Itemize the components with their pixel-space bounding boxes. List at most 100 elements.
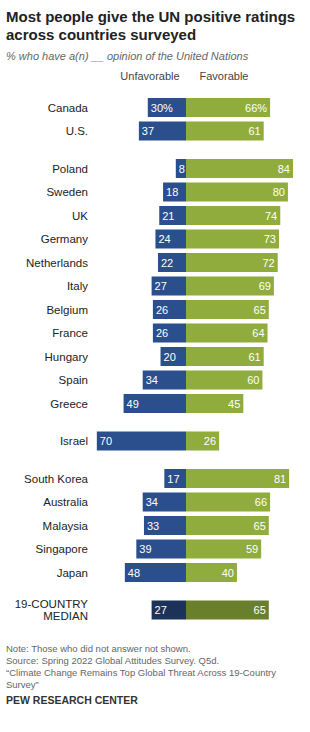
bar	[186, 432, 219, 451]
bar	[186, 122, 264, 141]
bar	[186, 601, 269, 620]
data-label: 40	[222, 567, 234, 579]
bar	[186, 159, 293, 178]
note: Note: Those who did not answer not shown…	[6, 643, 191, 654]
bar	[186, 230, 279, 249]
category-label: Hungary	[45, 351, 89, 363]
category-label: Australia	[43, 496, 88, 508]
note: “Climate Change Remains Top Global Threa…	[6, 667, 276, 690]
bar	[186, 253, 278, 272]
bar	[186, 516, 269, 535]
data-label: 61	[248, 125, 260, 137]
bar	[161, 347, 186, 366]
data-label: 27	[155, 604, 167, 616]
bar	[186, 98, 270, 117]
data-label: 65	[254, 520, 266, 532]
bar	[186, 563, 237, 582]
data-label: 48	[128, 567, 140, 579]
bar	[152, 277, 186, 296]
data-label: 73	[264, 233, 276, 245]
bar	[186, 183, 288, 202]
credit: PEW RESEARCH CENTER	[6, 694, 138, 706]
data-label: 34	[146, 374, 158, 386]
bar	[164, 469, 186, 488]
bar	[186, 469, 289, 488]
legend-entry: Unfavorable	[120, 70, 179, 82]
data-label: 66%	[245, 102, 267, 114]
category-label: Germany	[41, 233, 89, 245]
bar	[124, 394, 186, 413]
bar	[159, 206, 186, 225]
data-label: 34	[146, 496, 158, 508]
bar	[186, 493, 270, 512]
data-label: 80	[273, 186, 285, 198]
bar	[186, 206, 280, 225]
subtitle: % who have a(n) __ opinion of the United…	[6, 50, 249, 62]
bar	[139, 122, 186, 141]
bar	[163, 183, 186, 202]
bar	[186, 347, 264, 366]
note: Source: Spring 2022 Global Attitudes Sur…	[6, 655, 219, 666]
bar	[186, 394, 243, 413]
data-label: 26	[156, 327, 168, 339]
bar	[153, 324, 186, 343]
bar	[155, 230, 186, 249]
data-label: 17	[167, 473, 179, 485]
data-label: 65	[254, 604, 266, 616]
data-label: 74	[265, 210, 277, 222]
category-label: France	[52, 327, 88, 339]
data-label: 18	[166, 186, 178, 198]
bar	[153, 300, 186, 319]
data-label: 30%	[151, 102, 173, 114]
category-label: UK	[72, 210, 88, 222]
data-label: 65	[254, 304, 266, 316]
data-label: 84	[278, 163, 290, 175]
data-label: 20	[164, 351, 176, 363]
bar	[143, 371, 186, 390]
bar	[186, 371, 262, 390]
bar	[186, 277, 274, 296]
data-label: 61	[248, 351, 260, 363]
legend-entry: Favorable	[200, 70, 249, 82]
data-label: 45	[228, 398, 240, 410]
bar	[97, 432, 186, 451]
bar	[186, 324, 268, 343]
bar	[152, 601, 186, 620]
bar	[176, 159, 186, 178]
bars	[97, 98, 293, 620]
data-label: 33	[147, 520, 159, 532]
data-label: 37	[142, 125, 154, 137]
data-label: 22	[161, 257, 173, 269]
category-label: Canada	[48, 102, 89, 114]
category-label: Singapore	[36, 543, 88, 555]
bar	[186, 540, 261, 559]
category-label: 19-COUNTRYMEDIAN	[15, 598, 89, 622]
labels: Canada30%66%U.S.3761Poland884Sweden1880U…	[15, 102, 290, 623]
data-label: 69	[259, 280, 271, 292]
data-label: 27	[155, 280, 167, 292]
category-label: Italy	[67, 280, 88, 292]
data-label: 26	[156, 304, 168, 316]
bar	[144, 516, 186, 535]
title: Most people give the UN positive ratings…	[6, 8, 295, 43]
category-label: Greece	[50, 398, 88, 410]
category-label: U.S.	[66, 125, 88, 137]
data-label: 64	[252, 327, 264, 339]
chart: Most people give the UN positive ratings…	[0, 0, 310, 732]
data-label: 24	[158, 233, 170, 245]
bar	[158, 253, 186, 272]
category-label: Belgium	[46, 304, 88, 316]
data-label: 39	[139, 543, 151, 555]
bar	[186, 300, 269, 319]
category-label: Malaysia	[43, 520, 89, 532]
category-label: Japan	[57, 567, 88, 579]
data-label: 60	[247, 374, 259, 386]
category-label: Spain	[59, 374, 88, 386]
data-label: 72	[262, 257, 274, 269]
bar	[143, 493, 186, 512]
category-label: Sweden	[46, 186, 88, 198]
data-label: 66	[255, 496, 267, 508]
bar	[148, 98, 186, 117]
category-label: Poland	[52, 163, 88, 175]
data-label: 21	[162, 210, 174, 222]
